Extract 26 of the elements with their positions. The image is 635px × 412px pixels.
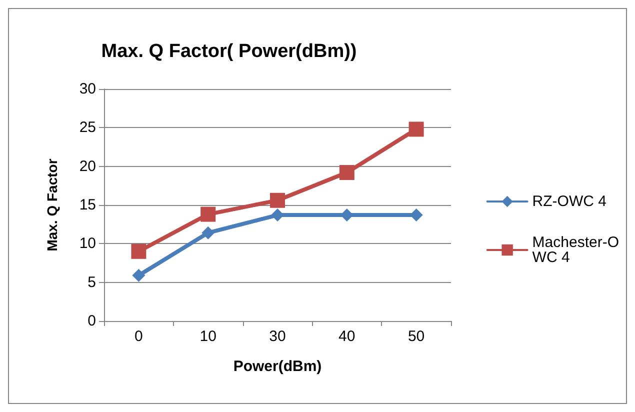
y-tick-label: 0 (88, 312, 96, 330)
point (131, 244, 146, 259)
point (410, 208, 423, 222)
x-tick-label: 10 (200, 328, 216, 345)
point (271, 208, 284, 222)
point (132, 268, 146, 282)
legend-label: Machester-OWC 4 (532, 234, 620, 266)
x-tick-label: 50 (408, 328, 425, 345)
point (408, 122, 424, 137)
y-tick-label: 20 (79, 158, 96, 175)
y-axis-title: Max. Q Factor (44, 158, 60, 252)
chart-title: Max. Q Factor( Power(dBm)) (101, 41, 357, 62)
y-tick-label: 30 (79, 80, 96, 98)
y-tick-label: 25 (79, 119, 96, 136)
point (202, 226, 215, 240)
legend-label: RZ-OWC 4 (532, 193, 606, 210)
y-tick-label: 15 (79, 196, 96, 214)
x-tick-label: 30 (269, 328, 286, 345)
point (270, 192, 285, 208)
x-tick-label: 0 (134, 328, 143, 345)
x-axis-title: Power(dBm) (233, 358, 322, 375)
point (200, 206, 216, 222)
point (339, 165, 354, 180)
y-tick-label: 10 (79, 235, 96, 252)
y-tick-label: 5 (88, 274, 96, 291)
x-tick-label: 40 (338, 328, 356, 345)
